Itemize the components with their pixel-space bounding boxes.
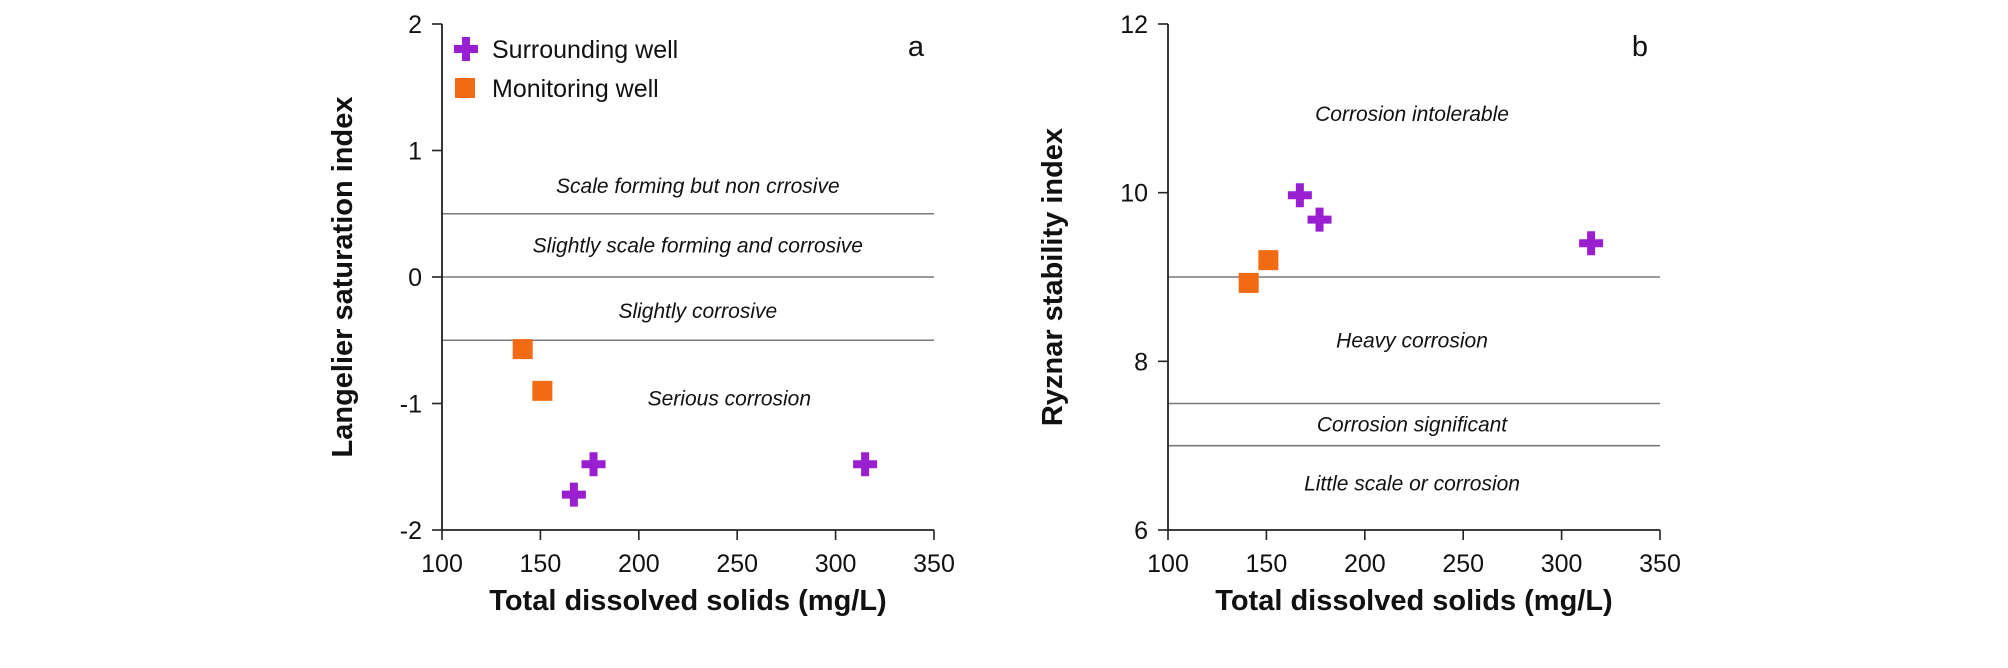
- panel-b-zone-label: Corrosion intolerable: [1315, 103, 1509, 126]
- panel-b-y-tick-label: 12: [1120, 11, 1148, 39]
- panel-b-letter: b: [1632, 31, 1648, 63]
- legend-plus-marker: [454, 37, 478, 61]
- legend-label-surrounding-well: Surrounding well: [492, 36, 678, 64]
- panel-a-y-axis-title: Langelier saturation index: [327, 97, 359, 458]
- panel-a-x-tick-label: 150: [520, 550, 562, 578]
- panel-b-y-axis-title: Ryznar stability index: [1037, 128, 1069, 426]
- panel-b-zone-label: Little scale or corrosion: [1304, 473, 1520, 496]
- panel-b-x-tick-label: 100: [1147, 550, 1189, 578]
- panel-a-data-points: [512, 339, 878, 507]
- panel-b-axes: 6 8 10 12 100 150 200 250 300 350 Total …: [1037, 11, 1681, 617]
- panel-a-zone-label: Scale forming but non crrosive: [556, 175, 840, 198]
- panel-a-x-tick-label: 100: [421, 550, 463, 578]
- panel-a-zone-labels: Scale forming but non crrosive Slightly …: [533, 175, 863, 411]
- panel-a-monitoring-well-point: [532, 380, 553, 401]
- panel-a-zone-label: Slightly scale forming and corrosive: [533, 234, 863, 257]
- panel-a-y-tick-label: -1: [400, 391, 422, 419]
- panel-b-surrounding-well-point: [1287, 183, 1312, 208]
- panel-a-axes: -2 -1 0 1 2 100 150 200 250 300 350 Tota…: [327, 11, 955, 617]
- panel-b-zone-labels: Corrosion intolerable Heavy corrosion Co…: [1304, 103, 1520, 495]
- panel-b-data-points: [1238, 183, 1604, 293]
- panel-b-y-tick-label: 6: [1134, 517, 1148, 545]
- panel-b-ryznar-chart: Corrosion intolerable Heavy corrosion Co…: [1037, 11, 1681, 617]
- panel-a-langelier-chart: Scale forming but non crrosive Slightly …: [327, 11, 955, 617]
- panel-a-x-axis-title: Total dissolved solids (mg/L): [489, 585, 886, 617]
- panel-a-monitoring-well-point: [512, 339, 533, 360]
- panel-a-x-tick-label: 350: [913, 550, 955, 578]
- panel-b-monitoring-well-point: [1258, 250, 1279, 271]
- panel-a-x-tick-label: 250: [716, 550, 758, 578]
- panel-a-letter: a: [908, 31, 925, 63]
- panel-b-x-tick-label: 300: [1541, 550, 1583, 578]
- panel-b-monitoring-well-point: [1238, 272, 1259, 293]
- panel-b-surrounding-well-point: [1579, 231, 1604, 256]
- panel-a-surrounding-well-point: [581, 452, 606, 477]
- legend-label-monitoring-well: Monitoring well: [492, 75, 659, 103]
- panel-b-x-tick-label: 250: [1442, 550, 1484, 578]
- legend-square-marker: [455, 78, 475, 98]
- legend: Surrounding well Monitoring well: [454, 36, 678, 103]
- panel-b-x-tick-label: 150: [1246, 550, 1288, 578]
- panel-b-y-tick-label: 10: [1120, 180, 1148, 208]
- panel-a-x-tick-label: 300: [815, 550, 857, 578]
- panel-a-zone-label: Serious corrosion: [648, 387, 811, 410]
- panel-b-y-tick-label: 8: [1134, 348, 1148, 376]
- panel-a-y-tick-label: 0: [408, 264, 422, 292]
- panel-b-x-tick-label: 350: [1639, 550, 1681, 578]
- panel-a-y-tick-label: -2: [400, 517, 422, 545]
- panel-b-x-tick-label: 200: [1344, 550, 1386, 578]
- panel-a-zone-label: Slightly corrosive: [618, 300, 777, 323]
- panel-a-y-tick-label: 2: [408, 11, 422, 39]
- panel-b-x-axis-title: Total dissolved solids (mg/L): [1215, 585, 1612, 617]
- panel-a-x-tick-label: 200: [618, 550, 660, 578]
- panel-a-surrounding-well-point: [561, 482, 586, 507]
- panel-b-zone-label: Heavy corrosion: [1336, 329, 1488, 352]
- panel-b-surrounding-well-point: [1307, 207, 1332, 232]
- panel-b-zone-label: Corrosion significant: [1317, 414, 1508, 437]
- panel-a-surrounding-well-point: [853, 452, 878, 477]
- panel-a-y-tick-label: 1: [408, 138, 422, 166]
